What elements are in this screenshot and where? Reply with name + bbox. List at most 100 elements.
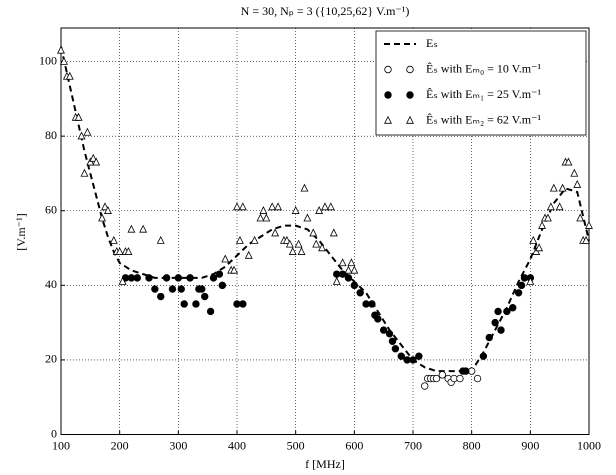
data-point <box>83 127 92 136</box>
data-point <box>262 213 271 222</box>
data-point <box>157 292 165 301</box>
data-point <box>145 274 153 282</box>
x-tick-label: 200 <box>111 438 129 452</box>
data-point <box>312 239 321 248</box>
data-point <box>368 300 376 308</box>
data-point <box>573 179 582 188</box>
data-point <box>347 258 356 267</box>
data-point <box>497 326 505 334</box>
x-axis-label: f [MHz] <box>305 457 345 471</box>
data-point <box>103 206 112 214</box>
data-point <box>300 183 309 192</box>
data-point <box>156 235 165 244</box>
data-point <box>274 202 283 211</box>
data-point <box>180 300 188 308</box>
data-point <box>564 157 573 166</box>
data-point <box>230 265 239 274</box>
data-point <box>101 202 109 211</box>
data-point <box>250 235 259 244</box>
data-point <box>350 265 359 274</box>
data-point <box>127 224 136 233</box>
data-point <box>109 235 118 244</box>
data-point <box>546 202 555 211</box>
data-point <box>491 318 499 327</box>
data-point <box>80 168 89 177</box>
x-tick-label: 700 <box>404 438 422 452</box>
data-point <box>509 304 517 312</box>
x-tick-label: 900 <box>521 438 539 452</box>
data-point <box>239 300 247 308</box>
data-point <box>294 239 303 248</box>
data-point <box>118 276 127 285</box>
data-point <box>65 71 74 80</box>
data-point <box>92 157 101 166</box>
data-point <box>421 382 429 390</box>
data-point <box>374 315 382 323</box>
x-tick-label: 1000 <box>577 438 601 452</box>
data-point <box>585 220 593 229</box>
data-point <box>59 56 68 65</box>
data-point <box>529 235 538 244</box>
data-point <box>288 247 297 255</box>
data-point <box>344 265 353 274</box>
data-point <box>303 213 312 222</box>
data-point <box>479 352 488 360</box>
data-point <box>582 235 591 244</box>
data-point <box>350 281 359 290</box>
x-tick-label: 300 <box>169 438 187 452</box>
data-point <box>174 274 183 282</box>
data-point <box>538 220 547 229</box>
data-point <box>462 367 470 375</box>
x-tick-label: 600 <box>345 438 363 452</box>
data-point <box>206 307 215 316</box>
data-point <box>397 352 405 360</box>
data-point <box>192 300 200 308</box>
data-point <box>235 235 244 244</box>
data-point <box>271 228 280 237</box>
data-point <box>332 276 341 285</box>
data-point <box>409 356 417 364</box>
data-point <box>432 374 441 383</box>
data-point <box>186 274 194 282</box>
data-point <box>151 285 159 293</box>
data-point <box>74 112 83 121</box>
x-tick-label: 500 <box>287 438 305 452</box>
data-point <box>201 292 209 301</box>
data-point <box>517 281 526 290</box>
data-point <box>177 285 185 293</box>
y-tick-label: 0 <box>51 426 57 440</box>
legend-marker <box>384 65 392 74</box>
legend-marker <box>384 115 392 124</box>
data-point <box>168 285 177 293</box>
legend-label: Eₛ <box>426 36 438 50</box>
data-point <box>485 333 493 342</box>
data-point <box>244 250 253 259</box>
data-point <box>356 289 364 297</box>
data-point <box>532 247 541 255</box>
legend-box <box>375 30 587 136</box>
data-point <box>473 374 482 383</box>
data-point <box>549 183 558 192</box>
x-tick-label: 100 <box>52 438 70 452</box>
data-point <box>576 213 585 222</box>
data-point <box>309 228 318 237</box>
data-point <box>385 330 394 338</box>
legend-marker <box>406 91 414 99</box>
data-point <box>162 274 171 282</box>
y-tick-label: 40 <box>45 277 57 291</box>
data-point <box>77 131 86 140</box>
data-point <box>209 274 218 282</box>
data-point <box>233 202 241 211</box>
data-point <box>526 276 535 285</box>
data-point <box>388 337 397 345</box>
data-point <box>338 258 347 267</box>
data-point <box>291 206 300 214</box>
data-point <box>282 235 291 244</box>
data-point <box>215 270 224 278</box>
data-point <box>297 247 306 255</box>
data-point <box>318 243 327 252</box>
x-tick-label: 800 <box>463 438 481 452</box>
data-point <box>218 281 227 290</box>
data-point <box>543 213 552 222</box>
